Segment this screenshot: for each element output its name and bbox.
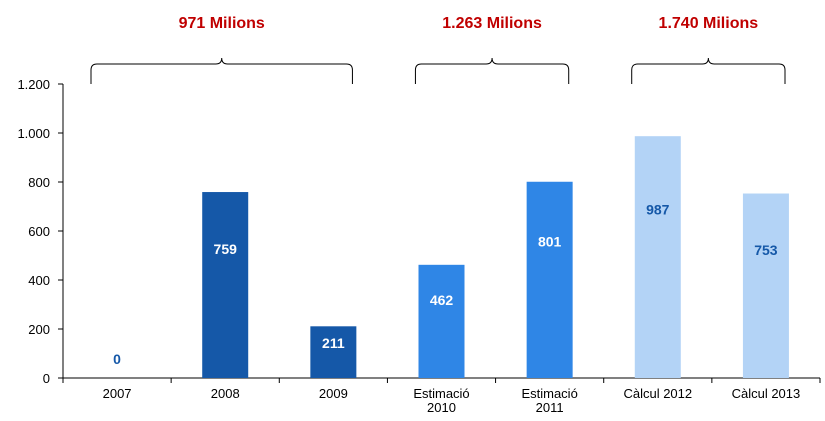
bar	[202, 192, 249, 378]
bar	[634, 136, 681, 378]
axes: 0 200 400 600 800 1.000 1.200 2007 2008 2009 Estim…	[17, 77, 821, 415]
x-tick-label: Estimació 2010	[413, 386, 469, 415]
data-label: 211	[322, 335, 345, 351]
y-tick-label: 200	[28, 322, 50, 337]
y-tick-label: 400	[28, 273, 50, 288]
group-annotations: 971 Milions 1.263 Milions 1.740 Milions	[90, 15, 786, 84]
data-label: 753	[754, 242, 778, 258]
x-tick-label: Càlcul 2013	[732, 386, 801, 401]
group-label: 1.263 Milions	[442, 15, 542, 32]
x-tick-label: 2008	[211, 386, 240, 401]
group-brace	[90, 57, 353, 84]
data-label: 987	[646, 202, 670, 218]
bar	[310, 326, 357, 378]
y-tick-label: 1.200	[17, 77, 50, 92]
group-label: 971 Milions	[179, 15, 265, 32]
group-label: 1.740 Milions	[659, 15, 759, 32]
x-tick-label: Estimació 2011	[521, 386, 577, 415]
group-brace	[414, 57, 570, 84]
x-tick-label: 2007	[103, 386, 132, 401]
bar	[526, 181, 573, 378]
bar	[742, 193, 789, 378]
y-tick-label: 600	[28, 224, 50, 239]
bar	[418, 264, 465, 378]
x-tick-label: 2009	[319, 386, 348, 401]
y-tick-label: 800	[28, 175, 50, 190]
x-tick-label: Càlcul 2012	[623, 386, 692, 401]
data-label: 759	[214, 241, 238, 257]
data-label: 801	[538, 234, 562, 250]
bars	[202, 136, 789, 378]
y-tick-label: 1.000	[17, 126, 50, 141]
group-brace	[631, 57, 786, 84]
y-tick-label: 0	[43, 371, 50, 386]
value-labels: 0 759 211 462 801 987 753	[113, 202, 778, 367]
data-label: 462	[430, 292, 454, 308]
data-label: 0	[113, 351, 121, 367]
